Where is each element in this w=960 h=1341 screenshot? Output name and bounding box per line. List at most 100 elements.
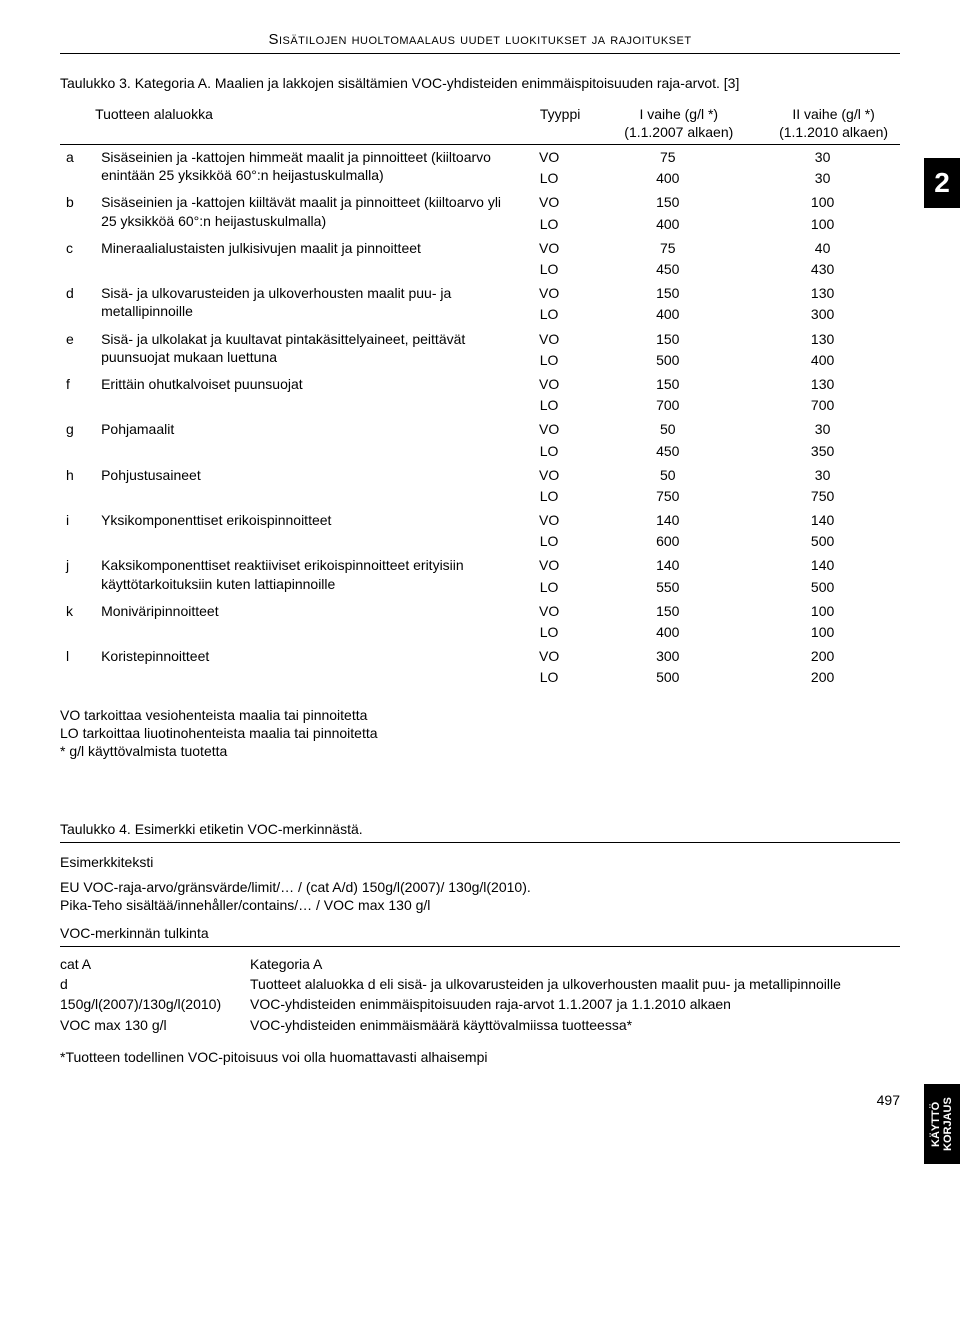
row-desc: Moniväripinnoitteet [95, 599, 508, 644]
th-key [60, 102, 95, 145]
row-v1: 450 [590, 260, 745, 281]
table-row: kMoniväripinnoitteetVO150100 [60, 599, 900, 623]
row-desc: Erittäin ohutkalvoiset puunsuojat [95, 372, 508, 417]
voc-val: Kategoria A [250, 955, 900, 973]
row-type: VO [508, 508, 591, 532]
row-desc: Pohjamaalit [95, 417, 508, 462]
row-key: h [60, 463, 95, 508]
row-v2: 200 [745, 668, 900, 689]
row-type: LO [508, 442, 591, 463]
th-phase2-a: II vaihe (g/l *) [792, 106, 874, 122]
row-v2: 100 [745, 190, 900, 214]
row-v2: 400 [745, 351, 900, 372]
row-v1: 150 [590, 190, 745, 214]
row-v1: 400 [590, 623, 745, 644]
voc-footnote: *Tuotteen todellinen VOC-pitoisuus voi o… [60, 1048, 900, 1066]
voc-key: d [60, 975, 250, 993]
row-v1: 50 [590, 463, 745, 487]
row-type: LO [508, 305, 591, 326]
row-desc: Sisäseinien ja -kattojen kiiltävät maali… [95, 190, 508, 235]
row-key: b [60, 190, 95, 235]
table3-caption: Taulukko 3. Kategoria A. Maalien ja lakk… [60, 74, 900, 92]
row-v2: 30 [745, 169, 900, 190]
th-phase1: I vaihe (g/l *) (1.1.2007 alkaen) [590, 102, 745, 145]
row-v2: 200 [745, 644, 900, 668]
row-type: VO [508, 372, 591, 396]
row-desc: Koristepinnoitteet [95, 644, 508, 689]
row-type: LO [508, 351, 591, 372]
example-lines: EU VOC-raja-arvo/gränsvärde/limit/… / (c… [60, 878, 900, 914]
row-key: a [60, 145, 95, 191]
page-header: Sisätilojen huoltomaalaus uudet luokituk… [60, 30, 900, 54]
row-type: LO [508, 487, 591, 508]
row-v2: 300 [745, 305, 900, 326]
row-type: VO [508, 236, 591, 260]
row-type: LO [508, 215, 591, 236]
row-type: VO [508, 281, 591, 305]
row-desc: Sisä- ja ulkovarusteiden ja ulkoverhoust… [95, 281, 508, 326]
row-v1: 400 [590, 215, 745, 236]
voc-key: VOC max 130 g/l [60, 1016, 250, 1034]
row-v1: 140 [590, 508, 745, 532]
row-type: LO [508, 578, 591, 599]
row-key: j [60, 553, 95, 598]
row-v1: 140 [590, 553, 745, 577]
table-row: fErittäin ohutkalvoiset puunsuojatVO1501… [60, 372, 900, 396]
row-type: VO [508, 644, 591, 668]
voc-row: 150g/l(2007)/130g/l(2010)VOC-yhdisteiden… [60, 995, 900, 1013]
row-key: i [60, 508, 95, 553]
row-type: VO [508, 599, 591, 623]
row-v2: 100 [745, 623, 900, 644]
voc-limits-table: Tuotteen alaluokka Tyyppi I vaihe (g/l *… [60, 102, 900, 690]
row-v2: 30 [745, 463, 900, 487]
note-line: LO tarkoittaa liuotinohenteista maalia t… [60, 724, 900, 742]
row-key: e [60, 327, 95, 372]
row-type: LO [508, 169, 591, 190]
row-type: LO [508, 668, 591, 689]
th-phase2-b: (1.1.2010 alkaen) [779, 124, 888, 140]
row-v1: 150 [590, 327, 745, 351]
row-type: VO [508, 553, 591, 577]
row-v2: 100 [745, 215, 900, 236]
row-v1: 500 [590, 668, 745, 689]
row-v2: 130 [745, 281, 900, 305]
row-v1: 50 [590, 417, 745, 441]
table-row: dSisä- ja ulkovarusteiden ja ulkoverhous… [60, 281, 900, 305]
row-v2: 350 [745, 442, 900, 463]
note-line: * g/l käyttövalmista tuotetta [60, 742, 900, 760]
row-v2: 430 [745, 260, 900, 281]
chapter-tab-number: 2 [924, 158, 960, 208]
example-label: Esimerkkiteksti [60, 853, 900, 871]
row-v2: 500 [745, 578, 900, 599]
voc-val: Tuotteet alaluokka d eli sisä- ja ulkova… [250, 975, 900, 993]
row-type: LO [508, 532, 591, 553]
row-v1: 300 [590, 644, 745, 668]
table-row: cMineraalialustaisten julkisivujen maali… [60, 236, 900, 260]
row-v1: 150 [590, 281, 745, 305]
note-line: VO tarkoittaa vesiohenteista maalia tai … [60, 706, 900, 724]
voc-interp-rows: cat AKategoria AdTuotteet alaluokka d el… [60, 955, 900, 1034]
row-type: VO [508, 463, 591, 487]
row-type: LO [508, 623, 591, 644]
table-row: aSisäseinien ja -kattojen himmeät maalit… [60, 145, 900, 170]
row-key: f [60, 372, 95, 417]
table3-notes: VO tarkoittaa vesiohenteista maalia tai … [60, 706, 900, 761]
row-desc: Sisäseinien ja -kattojen himmeät maalit … [95, 145, 508, 191]
th-phase2: II vaihe (g/l *) (1.1.2010 alkaen) [745, 102, 900, 145]
row-type: VO [508, 327, 591, 351]
th-phase1-a: I vaihe (g/l *) [639, 106, 718, 122]
interp-label: VOC-merkinnän tulkinta [60, 924, 900, 947]
table-row: eSisä- ja ulkolakat ja kuultavat pintakä… [60, 327, 900, 351]
voc-row: VOC max 130 g/lVOC-yhdisteiden enimmäism… [60, 1016, 900, 1034]
row-v2: 100 [745, 599, 900, 623]
row-key: g [60, 417, 95, 462]
row-v1: 150 [590, 599, 745, 623]
row-type: VO [508, 145, 591, 170]
row-key: d [60, 281, 95, 326]
row-v1: 450 [590, 442, 745, 463]
row-v1: 400 [590, 305, 745, 326]
row-v1: 150 [590, 372, 745, 396]
row-v2: 30 [745, 417, 900, 441]
row-v1: 700 [590, 396, 745, 417]
row-v2: 140 [745, 508, 900, 532]
